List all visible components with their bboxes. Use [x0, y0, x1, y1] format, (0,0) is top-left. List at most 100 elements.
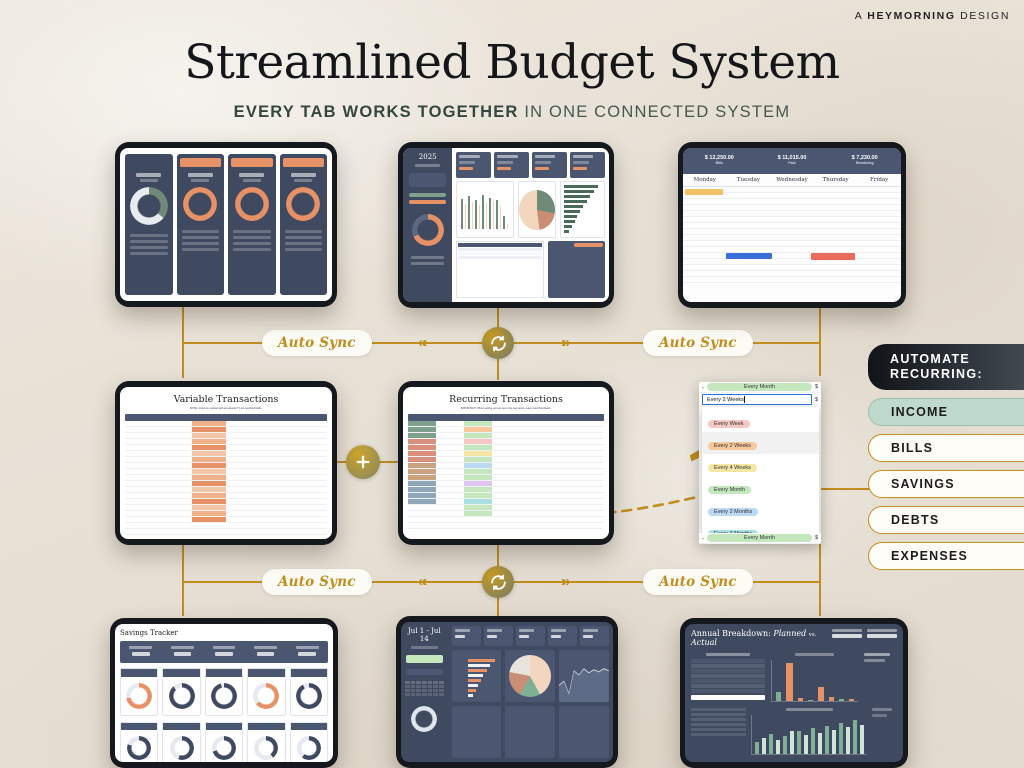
kpi-card[interactable]	[579, 626, 610, 646]
kpi-card[interactable]	[532, 152, 568, 178]
table-row[interactable]	[125, 523, 327, 529]
frequency-dropdown-panel[interactable]: ▾ Every Month $ Every 2 Weeks $ Every We…	[699, 382, 821, 544]
goal-card[interactable]	[204, 668, 244, 716]
card-month-label	[187, 173, 213, 177]
table-row[interactable]	[408, 474, 604, 481]
frequency-option[interactable]: Every Month	[702, 476, 819, 498]
day-header: Monday	[693, 177, 716, 183]
sync-node-bottom[interactable]	[482, 566, 514, 598]
frequency-input[interactable]: Every 2 Weeks	[702, 394, 812, 405]
breakdown-content	[691, 653, 897, 702]
donut-chart-sidebar	[411, 214, 444, 246]
table-row[interactable]	[408, 492, 604, 499]
rail-item-expenses[interactable]: EXPENSES	[868, 541, 1024, 570]
tablet-bill-calendar[interactable]: $ 12,250.00 Bills $ 11,015.00 Paid $ 7,2…	[678, 142, 906, 308]
month-card[interactable]	[228, 154, 276, 295]
table-row[interactable]	[125, 498, 327, 505]
sync-node-top[interactable]	[482, 327, 514, 359]
weekly-donut	[411, 706, 438, 732]
frequency-option[interactable]: Every Week	[702, 410, 819, 432]
table-row[interactable]	[408, 426, 604, 433]
rail-item-debts[interactable]: DEBTS	[868, 505, 1024, 534]
bottom-frequency-chip[interactable]: Every Month	[707, 534, 812, 542]
frequency-option[interactable]: Every 2 Months	[702, 498, 819, 520]
donut-chart	[234, 187, 269, 221]
table-row[interactable]	[408, 444, 604, 451]
kpi-card[interactable]	[570, 152, 605, 178]
rail-item-bills[interactable]: BILLS	[868, 433, 1024, 462]
table-row[interactable]	[125, 438, 327, 445]
calendar-event[interactable]	[811, 253, 855, 260]
calendar-event[interactable]	[685, 189, 723, 195]
calendar-grid	[683, 187, 901, 283]
frequency-option[interactable]: Every 4 Weeks	[702, 454, 819, 476]
kpi-card[interactable]	[483, 626, 513, 646]
table-row[interactable]	[408, 462, 604, 469]
table-row[interactable]	[408, 510, 604, 517]
rail-item-income[interactable]: INCOME	[868, 397, 1024, 426]
table-row[interactable]	[125, 474, 327, 481]
table-row[interactable]	[125, 456, 327, 463]
table-row[interactable]	[408, 438, 604, 445]
tablet-monthly-cards[interactable]	[115, 142, 337, 307]
table-row[interactable]	[125, 426, 327, 433]
kpi-card[interactable]	[451, 626, 481, 646]
dropdown-bottom-row[interactable]: ▾ Every Month $	[699, 533, 821, 544]
month-card[interactable]	[125, 154, 173, 295]
kpi-card[interactable]	[456, 152, 492, 178]
plus-node[interactable]	[346, 445, 380, 479]
tablet-variable-transactions[interactable]: Variable Transactions NOTE: Columns mark…	[115, 381, 337, 545]
variable-note: NOTE: Columns marked with an asterisk (*…	[189, 407, 263, 410]
table-row[interactable]	[125, 462, 327, 469]
tablet-savings-tracker[interactable]: Savings Tracker	[110, 618, 338, 768]
table-row[interactable]	[408, 456, 604, 463]
kpi-card[interactable]	[547, 626, 577, 646]
dropdown-current-row[interactable]: ▾ Every Month $	[699, 382, 821, 393]
table-header	[408, 413, 604, 421]
month-card[interactable]	[279, 154, 327, 295]
calendar-event[interactable]	[726, 253, 772, 259]
tablet-recurring-transactions[interactable]: Recurring Transactions IMPORTANT: When s…	[398, 381, 614, 545]
table-row[interactable]	[408, 517, 604, 523]
current-frequency-chip[interactable]: Every Month	[707, 383, 812, 391]
goal-card[interactable]	[120, 668, 159, 716]
tablet-annual-breakdown[interactable]: Annual Breakdown: Planned vs. Actual	[680, 618, 908, 768]
table-row[interactable]	[408, 468, 604, 475]
table-row[interactable]	[125, 510, 327, 517]
table-row[interactable]	[408, 432, 604, 439]
table-row[interactable]	[408, 504, 604, 511]
table-row[interactable]	[408, 523, 604, 529]
table-row[interactable]	[125, 450, 327, 457]
savings-title: Savings Tracker	[120, 629, 178, 637]
tablet-annual-dashboard[interactable]: 2025	[398, 142, 614, 308]
table-row[interactable]	[408, 480, 604, 487]
table-row[interactable]	[125, 504, 327, 511]
goal-card[interactable]	[247, 668, 286, 716]
mini-calendar[interactable]	[405, 681, 444, 696]
card-sub-label	[242, 179, 261, 182]
table-row[interactable]	[125, 480, 327, 487]
month-card[interactable]	[176, 154, 224, 295]
frequency-option-selected[interactable]: Every 2 Weeks	[702, 432, 819, 454]
tablet-weekly-dashboard[interactable]: Jul 1 - Jul 14	[396, 616, 618, 768]
kpi-card[interactable]	[515, 626, 545, 646]
goal-card[interactable]	[289, 668, 329, 716]
rail-item-savings[interactable]: SAVINGS	[868, 469, 1024, 498]
table-row[interactable]	[125, 529, 327, 535]
kpi-card[interactable]	[494, 152, 530, 178]
table-row[interactable]	[125, 516, 327, 523]
table-row[interactable]	[408, 450, 604, 457]
table-row[interactable]	[125, 468, 327, 475]
frequency-options-menu[interactable]: Every Week Every 2 Weeks Every 4 Weeks E…	[702, 407, 819, 544]
table-row[interactable]	[408, 498, 604, 505]
page-title: Streamlined Budget System	[184, 35, 840, 90]
table-row[interactable]	[125, 444, 327, 451]
day-header: Tuesday	[736, 177, 760, 183]
table-row[interactable]	[125, 432, 327, 439]
goal-card[interactable]	[162, 668, 201, 716]
table-row[interactable]	[125, 486, 327, 493]
table-row[interactable]	[408, 486, 604, 493]
table-row[interactable]	[125, 420, 327, 427]
table-row[interactable]	[408, 420, 604, 427]
table-row[interactable]	[125, 492, 327, 499]
